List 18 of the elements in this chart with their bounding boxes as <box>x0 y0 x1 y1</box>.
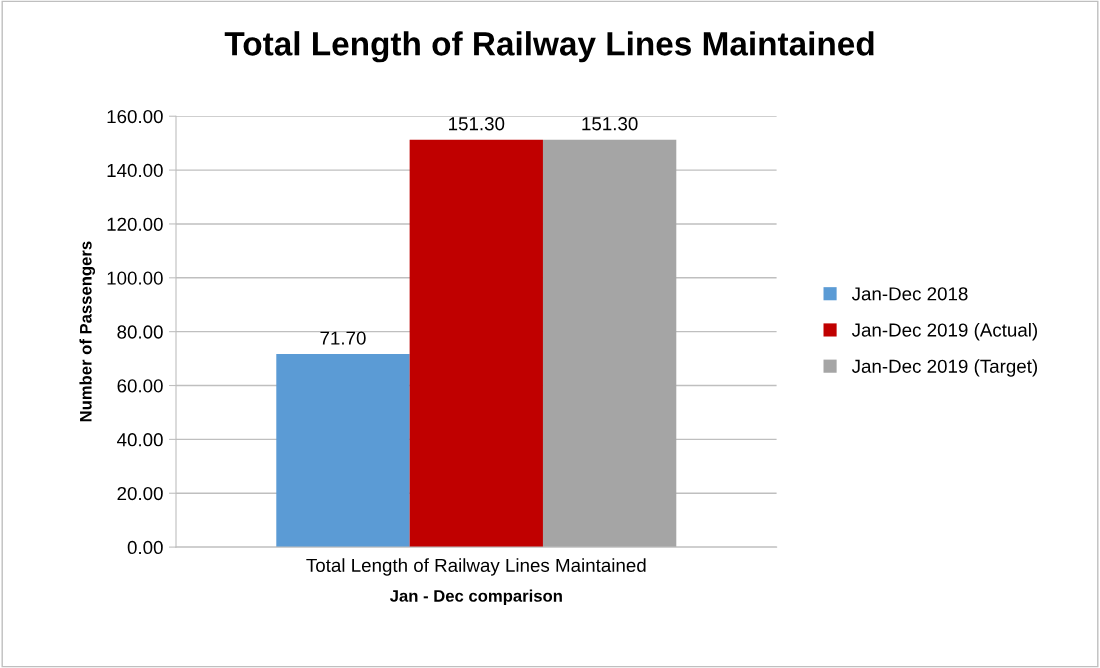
legend-label: Jan-Dec 2019 (Target) <box>851 359 1038 377</box>
y-tick-label: 160.00 <box>107 109 163 124</box>
chart-title: Total Length of Railway Lines Maintained <box>224 31 874 63</box>
legend-label: Jan-Dec 2018 <box>851 287 968 301</box>
y-tick-label: 40.00 <box>117 433 163 447</box>
data-label: 151.30 <box>449 117 505 131</box>
y-tick-label: 0.00 <box>127 540 163 555</box>
data-label: 71.70 <box>320 331 366 345</box>
y-tick-label: 20.00 <box>117 486 163 501</box>
y-tick-label: 60.00 <box>117 379 163 393</box>
y-tick-label: 100.00 <box>107 271 163 285</box>
y-tick-label: 80.00 <box>117 325 163 339</box>
y-axis-title: Number of Passengers <box>79 241 96 422</box>
y-tick-label: 140.00 <box>107 163 163 178</box>
y-tick-label: 120.00 <box>107 217 163 231</box>
data-label: 151.30 <box>582 117 638 131</box>
x-axis-title: Jan - Dec comparison <box>389 589 562 606</box>
legend-label: Jan-Dec 2019 (Actual) <box>851 322 1038 341</box>
